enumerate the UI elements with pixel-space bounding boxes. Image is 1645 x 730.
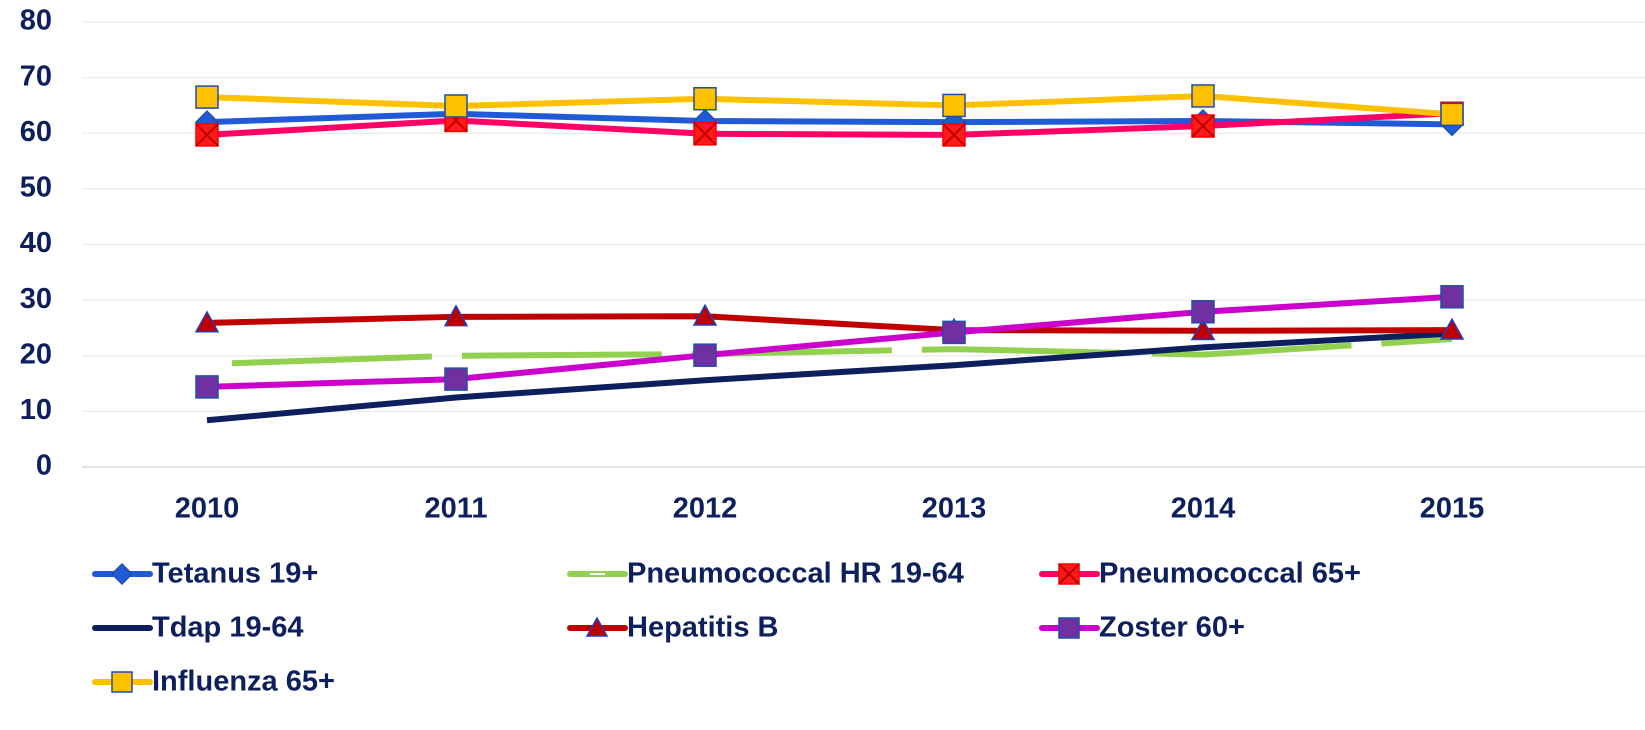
marker [195, 85, 219, 109]
series-line [206, 336, 1453, 368]
y-tick-label: 60 [20, 116, 52, 148]
marker [1439, 317, 1465, 340]
y-tick-label: 30 [20, 283, 52, 315]
marker [444, 94, 468, 118]
series-line [206, 110, 1453, 138]
y-tick-label: 80 [20, 5, 52, 37]
y-tick-label: 50 [20, 172, 52, 204]
y-tick-label: 0 [36, 450, 52, 482]
series-line [206, 313, 1453, 334]
legend-label: Influenza 65+ [152, 666, 335, 698]
marker [195, 375, 219, 399]
marker [693, 343, 717, 367]
series-line [206, 92, 1453, 118]
marker [110, 562, 134, 586]
x-tick-label: 2012 [673, 493, 738, 525]
marker [194, 310, 220, 333]
marker [692, 303, 718, 326]
legend-label: Tetanus 19+ [152, 558, 318, 590]
marker-cross [1058, 563, 1080, 585]
series-line [206, 293, 1453, 390]
marker [1058, 617, 1080, 639]
marker [444, 367, 468, 391]
marker [1191, 84, 1215, 108]
x-tick-label: 2011 [425, 493, 488, 525]
marker-cross [942, 123, 966, 147]
series-line [206, 330, 1453, 424]
marker [443, 304, 469, 327]
legend-label: Zoster 60+ [1099, 612, 1245, 644]
x-tick-label: 2015 [1420, 493, 1485, 525]
legend-label: Tdap 19-64 [152, 612, 304, 644]
y-tick-label: 20 [20, 338, 52, 370]
marker [1440, 285, 1464, 309]
x-tick-label: 2014 [1171, 493, 1236, 525]
marker [1191, 300, 1215, 324]
y-tick-label: 70 [20, 60, 52, 92]
marker [1190, 318, 1216, 341]
x-tick-label: 2013 [922, 493, 987, 525]
marker [942, 93, 966, 118]
x-tick-label: 2010 [175, 493, 240, 525]
marker-cross [693, 122, 717, 146]
marker [585, 616, 609, 637]
y-tick-label: 40 [20, 227, 52, 259]
y-tick-label: 10 [20, 394, 52, 426]
marker-cross [1191, 114, 1215, 138]
marker [942, 320, 966, 345]
legend-label: Hepatitis B [627, 612, 778, 644]
marker-cross [195, 123, 219, 147]
marker [693, 87, 717, 111]
legend-label: Pneumococcal 65+ [1099, 558, 1361, 590]
marker [111, 671, 133, 693]
marker [1440, 102, 1464, 127]
legend-label: Pneumococcal HR 19-64 [627, 558, 964, 590]
